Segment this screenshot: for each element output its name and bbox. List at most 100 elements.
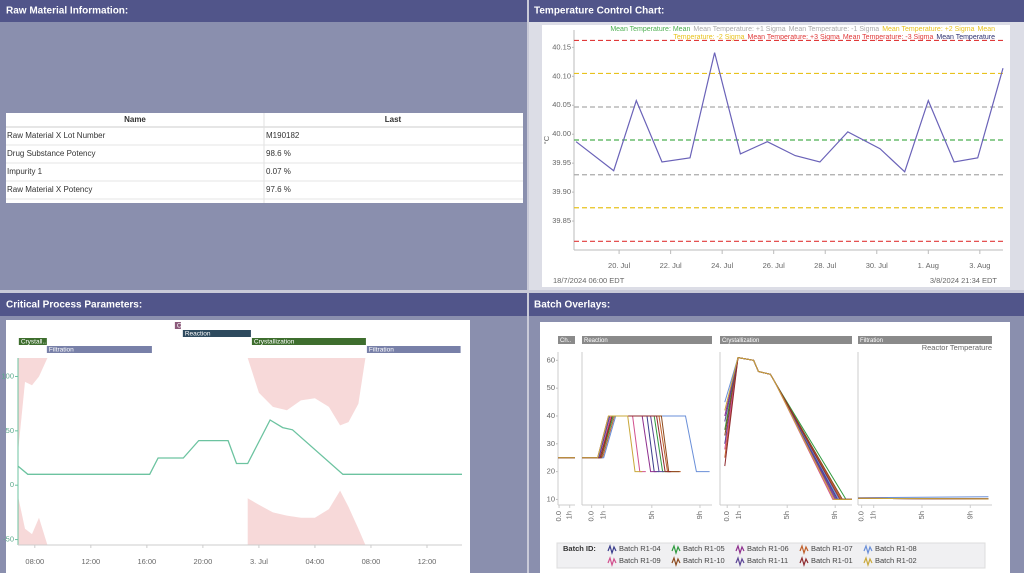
- legend-swatch: [863, 556, 873, 568]
- table-cell: Raw Material X Potency: [7, 185, 92, 194]
- legend-swatch: [799, 544, 809, 556]
- x-tick-label: 20. Jul: [608, 261, 630, 270]
- x-tick-label: 5h: [917, 511, 926, 519]
- y-tick-label: 39.85: [552, 216, 571, 225]
- legend-title: Batch ID:: [563, 544, 596, 553]
- legend-label: Batch R1-10: [683, 556, 725, 565]
- chart-subtitle: Reactor Temperature: [922, 343, 992, 352]
- x-tick-label: 28. Jul: [814, 261, 836, 270]
- x-tick-label: 0.0: [722, 511, 731, 521]
- legend-label: Batch R1-08: [875, 544, 917, 553]
- legend-swatch: [671, 544, 681, 556]
- chart-area: [540, 322, 1010, 573]
- x-tick-label: 22. Jul: [660, 261, 682, 270]
- y-tick-label: 39.90: [552, 187, 571, 196]
- legend-box: [556, 542, 986, 569]
- facet-header: [558, 336, 575, 344]
- phase-label: Filtration: [369, 347, 394, 354]
- legend-swatch: [671, 556, 681, 568]
- y-tick-label: 20: [547, 467, 555, 476]
- divider: [527, 0, 529, 573]
- x-tick-label: 3. Jul: [250, 557, 268, 566]
- data-line: [857, 496, 989, 499]
- y-tick-label: 40.15: [552, 42, 571, 51]
- x-tick-label: 24. Jul: [711, 261, 733, 270]
- x-tick-label: 3. Aug: [969, 261, 990, 270]
- table-cell: 97.6 %: [266, 185, 291, 194]
- facet-header: [858, 336, 992, 344]
- y-tick-label: 10: [547, 494, 555, 503]
- data-line: [582, 415, 643, 473]
- legend-label: Batch R1-02: [875, 556, 917, 565]
- x-tick-label: 04:00: [306, 557, 325, 566]
- y-tick-label: 40.05: [552, 100, 571, 109]
- legend-label: Batch R1-07: [811, 544, 853, 553]
- panel-title: Raw Material Information:: [6, 6, 128, 17]
- y-tick-label: 100: [1, 371, 14, 380]
- chart-area: [542, 25, 1010, 287]
- chart-area: [6, 320, 470, 573]
- panel-header: [0, 0, 527, 22]
- legend-swatch: [863, 544, 873, 556]
- panel-title: Batch Overlays:: [534, 300, 610, 311]
- table-cell: Drug Substance Potency: [7, 149, 96, 158]
- phase-label: Crystallization: [254, 339, 295, 346]
- range-label: 18/7/2024 06:00 EDT: [553, 276, 625, 285]
- y-tick-label: -50: [3, 535, 14, 544]
- column-header: Last: [385, 115, 402, 124]
- x-tick-label: 30. Jul: [866, 261, 888, 270]
- x-tick-label: 9h: [830, 511, 839, 519]
- legend-entry: Mean Temperature: [936, 34, 995, 41]
- legend-entry: Mean Temperature: -2 Sigma: [673, 26, 995, 41]
- legend-label: Batch R1-06: [747, 544, 789, 553]
- legend-label: Batch R1-09: [619, 556, 661, 565]
- facet-title: Crystallization: [722, 338, 759, 344]
- legend-entry: Mean Temperature: Mean: [610, 26, 691, 33]
- table-cell: 98.6 %: [266, 149, 291, 158]
- divider: [0, 290, 1024, 293]
- legend-swatch: [735, 544, 745, 556]
- x-tick-label: 5h: [782, 511, 791, 519]
- panel-header: [0, 293, 527, 316]
- y-tick-label: 50: [6, 426, 14, 435]
- x-tick-label: 12:00: [418, 557, 437, 566]
- x-tick-label: 0.0: [554, 511, 563, 521]
- legend-swatch: [735, 556, 745, 568]
- x-tick-label: 1h: [599, 511, 608, 519]
- panel-title: Critical Process Parameters:: [6, 300, 142, 311]
- panel-header: [529, 0, 1024, 22]
- legend-label: Batch R1-05: [683, 544, 725, 553]
- phase-bar: [366, 346, 461, 353]
- y-tick-label: 50: [547, 383, 555, 392]
- x-tick-label: 08:00: [25, 557, 44, 566]
- legend: Mean Temperature: Mean Mean Temperature: …: [580, 26, 995, 42]
- legend-entry: Mean Temperature: +3 Sigma: [747, 34, 840, 41]
- data-line: [857, 497, 989, 500]
- x-tick-label: 1. Aug: [918, 261, 939, 270]
- y-axis-label: °C: [542, 135, 551, 144]
- table-cell: 0.07 %: [266, 167, 291, 176]
- limit-band: [18, 496, 48, 545]
- phase-label: C: [177, 323, 182, 330]
- y-tick-label: 39.95: [552, 158, 571, 167]
- phase-label: Crystall..: [21, 339, 46, 346]
- facet-title: Reaction: [584, 338, 608, 344]
- panel-title: Temperature Control Chart:: [534, 6, 664, 17]
- legend-entry: Mean Temperature: -1 Sigma: [788, 26, 880, 33]
- facet-title: Ch..: [560, 338, 571, 344]
- phase-bar: [174, 322, 181, 329]
- legend-swatch: [607, 544, 617, 556]
- panel-header: [529, 293, 1024, 316]
- limit-band: [18, 358, 48, 453]
- x-tick-label: 1h: [869, 511, 878, 519]
- facet-header: [720, 336, 852, 344]
- data-line: [17, 419, 462, 475]
- phase-bar: [18, 338, 47, 345]
- y-tick-label: 40.10: [552, 71, 571, 80]
- facet-header: [582, 336, 712, 344]
- phase-label: Reaction: [185, 331, 211, 338]
- phase-label: Filtration: [49, 347, 74, 354]
- table-cell: M190182: [266, 131, 300, 140]
